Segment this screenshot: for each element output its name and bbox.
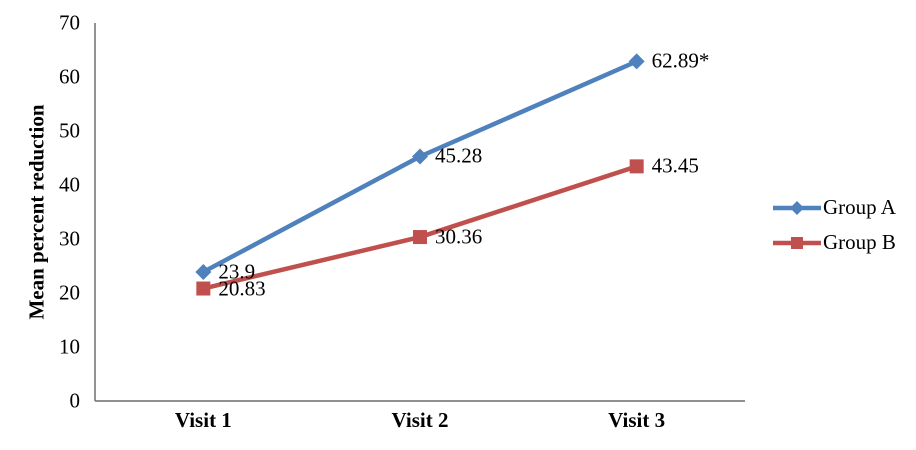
square-marker: [413, 230, 427, 245]
data-label: 20.83: [218, 276, 266, 301]
legend-label: Group A: [823, 195, 896, 219]
diamond-marker: [628, 53, 645, 70]
y-tick-label: 0: [69, 388, 81, 413]
data-label: 43.45: [651, 153, 699, 178]
y-tick-label: 20: [59, 280, 80, 305]
square-marker: [629, 159, 644, 174]
legend-swatch: [773, 236, 821, 249]
y-tick-label: 60: [59, 64, 80, 89]
square-marker: [196, 281, 211, 296]
diamond-marker: [412, 148, 428, 165]
x-category-label: Visit 3: [608, 408, 666, 432]
y-tick-label: 30: [59, 226, 80, 251]
y-tick-label: 40: [59, 172, 80, 197]
data-label: 62.89*: [651, 48, 710, 73]
legend-swatch: [773, 200, 821, 215]
y-axis-title: Mean percent reduction: [24, 104, 49, 320]
y-tick-label: 10: [59, 334, 80, 359]
x-category-label: Visit 2: [391, 408, 449, 432]
diamond-marker: [195, 263, 212, 280]
data-label: 45.28: [435, 143, 483, 168]
y-tick-label: 70: [59, 10, 80, 35]
x-category-label: Visit 1: [174, 408, 232, 432]
series-line-group-b: [201, 164, 639, 291]
y-tick-label: 50: [59, 118, 80, 143]
legend-item-group-a: Group A: [773, 195, 896, 220]
data-label: 23.9: [218, 259, 256, 284]
legend-label: Group B: [823, 230, 896, 254]
data-label: 30.36: [435, 224, 483, 249]
legend-item-group-b: Group B: [773, 230, 896, 255]
